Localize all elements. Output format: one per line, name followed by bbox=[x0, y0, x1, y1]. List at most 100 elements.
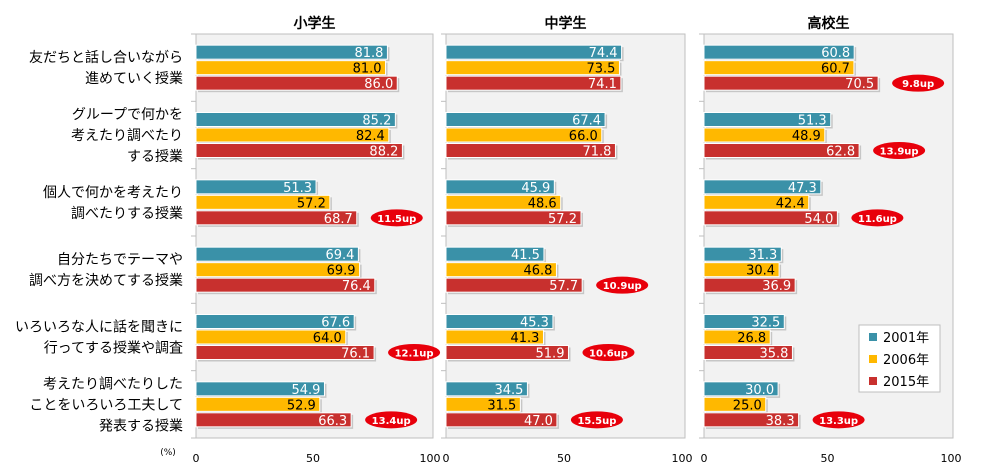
data-label: 34.5 bbox=[494, 383, 523, 398]
bar-2001年 bbox=[703, 179, 822, 195]
bar-2001年 bbox=[703, 112, 832, 127]
bar-2006年 bbox=[195, 262, 361, 278]
data-label: 76.4 bbox=[342, 279, 371, 294]
x-tick-label: 100 bbox=[672, 452, 693, 465]
increase-badge-label: 12.1up bbox=[395, 349, 434, 360]
data-label: 85.2 bbox=[362, 114, 391, 129]
bar-2015年 bbox=[195, 75, 398, 91]
category-label: 自分たちでテーマや bbox=[57, 252, 183, 268]
bar-2001年 bbox=[445, 44, 623, 60]
category-label: ことをいろいろ工夫して bbox=[29, 397, 183, 413]
bar-2015年 bbox=[195, 345, 375, 360]
data-label: 46.8 bbox=[523, 264, 552, 279]
bar-2006年 bbox=[445, 262, 557, 278]
data-label: 48.9 bbox=[792, 129, 821, 144]
increase-badge-label: 11.6up bbox=[858, 214, 897, 225]
legend-label: 2015年 bbox=[883, 375, 929, 390]
unit-label: (%) bbox=[160, 448, 176, 458]
data-label: 32.5 bbox=[751, 316, 780, 331]
x-tick-label: 0 bbox=[701, 452, 708, 465]
data-label: 66.0 bbox=[569, 129, 598, 144]
increase-badge bbox=[370, 209, 423, 227]
data-label: 68.7 bbox=[324, 212, 353, 227]
data-label: 38.3 bbox=[766, 414, 795, 429]
increase-badge-label: 13.3up bbox=[819, 416, 858, 427]
data-label: 25.0 bbox=[733, 398, 762, 413]
data-label: 42.4 bbox=[776, 196, 805, 211]
increase-badge bbox=[596, 276, 649, 294]
category-label: いろいろな人に話を聞きに bbox=[15, 319, 183, 336]
data-label: 47.3 bbox=[788, 181, 817, 196]
bar-2006年 bbox=[703, 194, 810, 210]
bar-2015年 bbox=[195, 412, 352, 428]
bar-2015年 bbox=[703, 277, 796, 293]
bar-2001年 bbox=[445, 246, 545, 262]
data-label: 57.2 bbox=[297, 196, 326, 211]
legend-label: 2006年 bbox=[883, 353, 929, 368]
data-label: 69.4 bbox=[325, 248, 354, 263]
category-label: 発表する授業 bbox=[99, 418, 183, 434]
increase-badge-label: 13.4up bbox=[372, 416, 411, 427]
bar-2001年 bbox=[195, 381, 325, 397]
bar-2006年 bbox=[703, 329, 771, 345]
category-label: する授業 bbox=[127, 149, 183, 165]
increase-badge bbox=[582, 344, 635, 361]
data-label: 81.8 bbox=[354, 46, 383, 61]
panel-title: 小学生 bbox=[294, 15, 336, 32]
data-label: 35.8 bbox=[759, 347, 788, 362]
bar-2001年 bbox=[703, 314, 785, 329]
x-tick-label: 0 bbox=[193, 452, 200, 465]
increase-badge bbox=[365, 411, 418, 429]
data-label: 45.3 bbox=[520, 316, 549, 331]
bar-2015年 bbox=[703, 210, 838, 226]
data-label: 51.3 bbox=[283, 181, 312, 196]
data-label: 74.4 bbox=[589, 46, 618, 61]
bar-2006年 bbox=[195, 329, 347, 345]
increase-badge bbox=[851, 209, 904, 227]
legend-swatch-2001年 bbox=[869, 333, 877, 341]
bar-2015年 bbox=[195, 143, 403, 158]
x-tick-label: 0 bbox=[443, 452, 450, 465]
category-label: 調べたりする授業 bbox=[71, 206, 183, 222]
bar-2006年 bbox=[703, 127, 826, 143]
data-label: 45.9 bbox=[521, 181, 550, 196]
bar-2006年 bbox=[703, 60, 855, 76]
data-label: 88.2 bbox=[369, 145, 398, 160]
bar-2006年 bbox=[703, 262, 780, 278]
bar-2015年 bbox=[195, 210, 358, 226]
data-label: 82.4 bbox=[356, 129, 385, 144]
bar-2001年 bbox=[703, 246, 782, 262]
data-label: 67.4 bbox=[572, 114, 601, 129]
panel-title: 高校生 bbox=[808, 15, 850, 32]
bar-2001年 bbox=[195, 44, 388, 60]
data-label: 62.8 bbox=[826, 145, 855, 160]
legend-swatch-2006年 bbox=[869, 355, 877, 363]
bar-2006年 bbox=[195, 396, 321, 412]
category-label: 個人で何かを考えたり bbox=[43, 185, 183, 201]
increase-badge-label: 10.9up bbox=[603, 281, 642, 292]
data-label: 76.1 bbox=[341, 347, 370, 362]
increase-badge bbox=[388, 344, 441, 361]
bar-2006年 bbox=[445, 127, 603, 143]
data-label: 54.0 bbox=[804, 212, 833, 227]
data-label: 67.6 bbox=[321, 316, 350, 331]
bar-2001年 bbox=[195, 112, 396, 127]
bar-2015年 bbox=[445, 345, 569, 360]
bar-2006年 bbox=[445, 396, 521, 412]
increase-badge bbox=[570, 411, 623, 429]
bar-2001年 bbox=[703, 44, 855, 60]
data-label: 31.5 bbox=[487, 398, 516, 413]
category-label: 調べ方を決めてする授業 bbox=[29, 273, 183, 289]
bar-2006年 bbox=[445, 329, 544, 345]
data-label: 48.6 bbox=[528, 196, 557, 211]
data-label: 41.5 bbox=[511, 248, 540, 263]
bar-2001年 bbox=[445, 381, 528, 397]
data-label: 54.9 bbox=[292, 383, 321, 398]
x-tick-label: 50 bbox=[306, 452, 320, 465]
category-label: 考えたり調べたりした bbox=[43, 376, 183, 392]
bar-2015年 bbox=[195, 277, 376, 293]
x-tick-label: 50 bbox=[821, 452, 835, 465]
bar-2006年 bbox=[195, 60, 387, 76]
data-label: 26.8 bbox=[737, 331, 766, 346]
